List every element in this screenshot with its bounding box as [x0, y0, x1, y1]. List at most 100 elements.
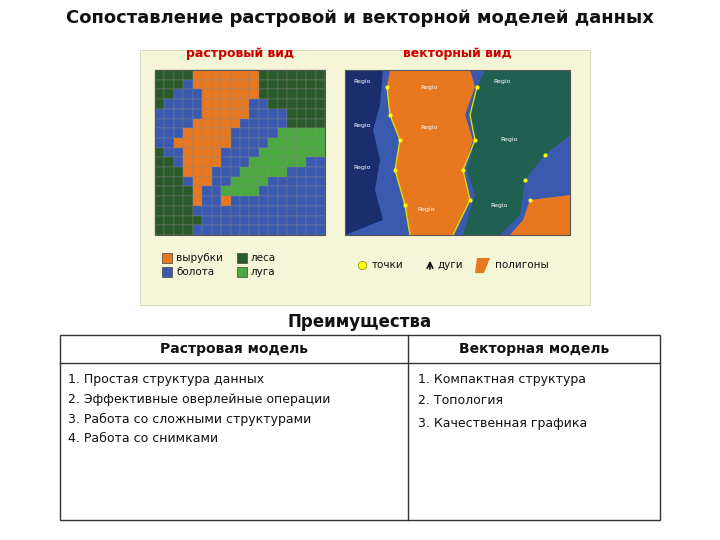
Bar [278, 70, 287, 80]
Bar [193, 80, 202, 90]
Bar [155, 196, 164, 206]
Bar [212, 90, 221, 99]
Bar [259, 128, 269, 138]
Bar [278, 215, 287, 225]
Bar [164, 70, 174, 80]
Bar [212, 177, 221, 186]
Text: 1. Простая структура данных: 1. Простая структура данных [68, 373, 264, 386]
Bar [184, 138, 193, 147]
Bar [269, 128, 278, 138]
Bar [230, 157, 240, 167]
Bar [249, 167, 259, 177]
Text: полигоны: полигоны [495, 260, 549, 270]
Bar [278, 157, 287, 167]
Bar [60, 335, 660, 520]
Bar [306, 215, 315, 225]
Bar [164, 157, 174, 167]
Bar [269, 70, 278, 80]
Bar [306, 90, 315, 99]
Text: 3. Качественная графика: 3. Качественная графика [418, 416, 588, 429]
Bar [230, 99, 240, 109]
Bar [174, 99, 184, 109]
Bar [184, 128, 193, 138]
Bar [221, 90, 230, 99]
Bar [155, 70, 325, 235]
Bar [306, 196, 315, 206]
Bar [184, 118, 193, 128]
Bar [269, 186, 278, 196]
Bar [259, 186, 269, 196]
Bar [315, 147, 325, 157]
Bar [230, 118, 240, 128]
Bar [221, 70, 230, 80]
Bar [230, 225, 240, 235]
Bar [237, 253, 247, 263]
Bar [202, 147, 212, 157]
Bar [306, 128, 315, 138]
Bar [140, 50, 590, 305]
Bar [278, 206, 287, 215]
Bar [230, 215, 240, 225]
Bar [193, 225, 202, 235]
Bar [249, 90, 259, 99]
Bar [278, 196, 287, 206]
Bar [174, 147, 184, 157]
Bar [155, 157, 164, 167]
Bar [164, 206, 174, 215]
Bar [259, 118, 269, 128]
Bar [278, 80, 287, 90]
Bar [164, 167, 174, 177]
Polygon shape [475, 258, 490, 273]
Bar [345, 70, 570, 235]
Bar [287, 90, 297, 99]
Bar [174, 196, 184, 206]
Bar [287, 147, 297, 157]
Bar [202, 225, 212, 235]
Bar [221, 128, 230, 138]
Bar [297, 70, 306, 80]
Bar [269, 157, 278, 167]
Bar [269, 109, 278, 118]
Bar [193, 138, 202, 147]
Bar [174, 157, 184, 167]
Bar [202, 206, 212, 215]
Bar [164, 118, 174, 128]
Bar [259, 80, 269, 90]
Bar [202, 138, 212, 147]
Bar [249, 99, 259, 109]
Bar [164, 109, 174, 118]
Bar [155, 80, 164, 90]
Bar [230, 138, 240, 147]
Bar [202, 167, 212, 177]
Bar [237, 267, 247, 277]
Bar [278, 118, 287, 128]
Bar [345, 70, 570, 235]
Bar [174, 167, 184, 177]
Bar [202, 90, 212, 99]
Text: Regio: Regio [420, 125, 438, 130]
Bar [174, 70, 184, 80]
Bar [155, 206, 164, 215]
Bar [315, 90, 325, 99]
Bar [306, 206, 315, 215]
Bar [212, 99, 221, 109]
Bar [184, 147, 193, 157]
Bar [269, 90, 278, 99]
Bar [287, 70, 297, 80]
Bar [259, 215, 269, 225]
Bar [184, 90, 193, 99]
Bar [287, 109, 297, 118]
Text: луга: луга [251, 267, 276, 277]
Bar [221, 118, 230, 128]
Bar [249, 196, 259, 206]
Bar [287, 138, 297, 147]
Text: Сопоставление растровой и векторной моделей данных: Сопоставление растровой и векторной моде… [66, 9, 654, 27]
Bar [212, 70, 221, 80]
Bar [306, 70, 315, 80]
Bar [202, 196, 212, 206]
Text: векторный вид: векторный вид [403, 47, 512, 60]
Bar [278, 99, 287, 109]
Text: Regio: Regio [353, 165, 371, 170]
Bar [297, 128, 306, 138]
Bar [259, 99, 269, 109]
